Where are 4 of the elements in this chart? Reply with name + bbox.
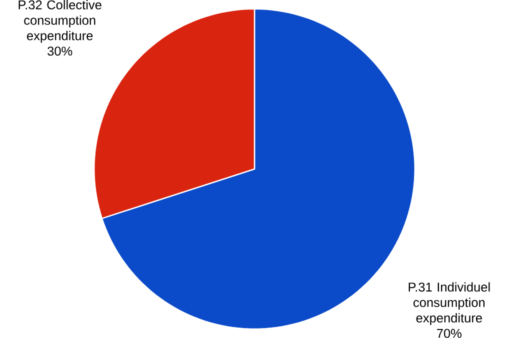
- slice-label: P.31 Individuel consumption expenditure: [408, 282, 490, 326]
- slice-label: P.32 Collective consumption expenditure: [18, 0, 102, 43]
- data-label: 70%: [437, 328, 462, 338]
- data-label: 30%: [48, 46, 72, 56]
